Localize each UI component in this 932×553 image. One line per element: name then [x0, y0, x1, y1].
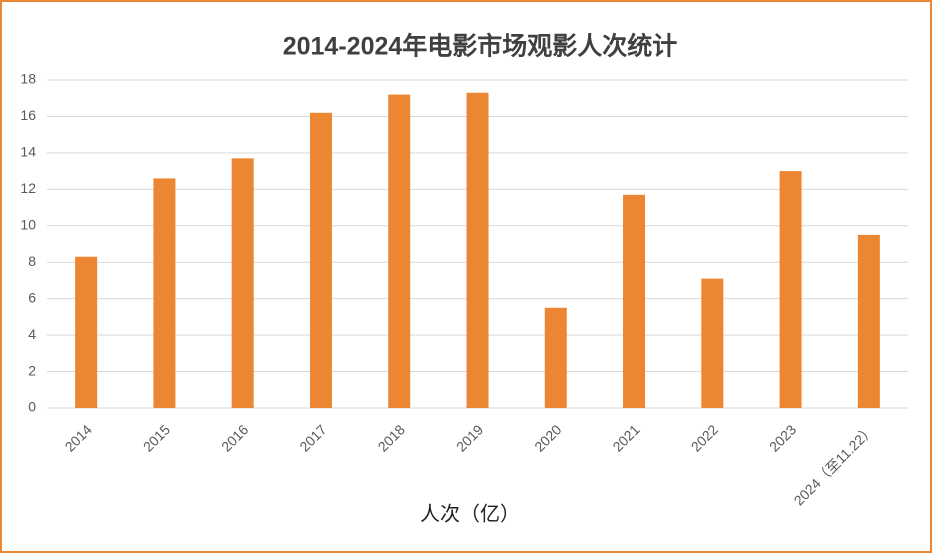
y-tick-label: 4	[28, 326, 36, 342]
chart-title: 2014-2024年电影市场观影人次统计	[283, 32, 678, 61]
bar	[857, 234, 880, 408]
y-tick-label: 0	[28, 399, 36, 415]
bar	[466, 92, 489, 408]
x-axis-title: 人次（亿）	[420, 502, 520, 525]
bar	[388, 94, 411, 409]
bar	[701, 278, 724, 408]
bar	[779, 171, 802, 408]
y-tick-label: 16	[20, 107, 36, 123]
y-tick-label: 10	[20, 216, 36, 232]
y-tick-label: 8	[28, 253, 36, 269]
y-tick-label: 14	[20, 144, 36, 160]
y-tick-label: 6	[28, 289, 36, 305]
y-tick-label: 2	[28, 362, 36, 378]
bar	[544, 307, 567, 408]
bar	[309, 112, 332, 409]
bar	[75, 256, 98, 408]
y-tick-label: 12	[20, 180, 36, 196]
bar	[153, 178, 176, 408]
y-tick-label: 18	[20, 71, 36, 87]
bar	[623, 194, 646, 408]
bar	[231, 158, 254, 408]
